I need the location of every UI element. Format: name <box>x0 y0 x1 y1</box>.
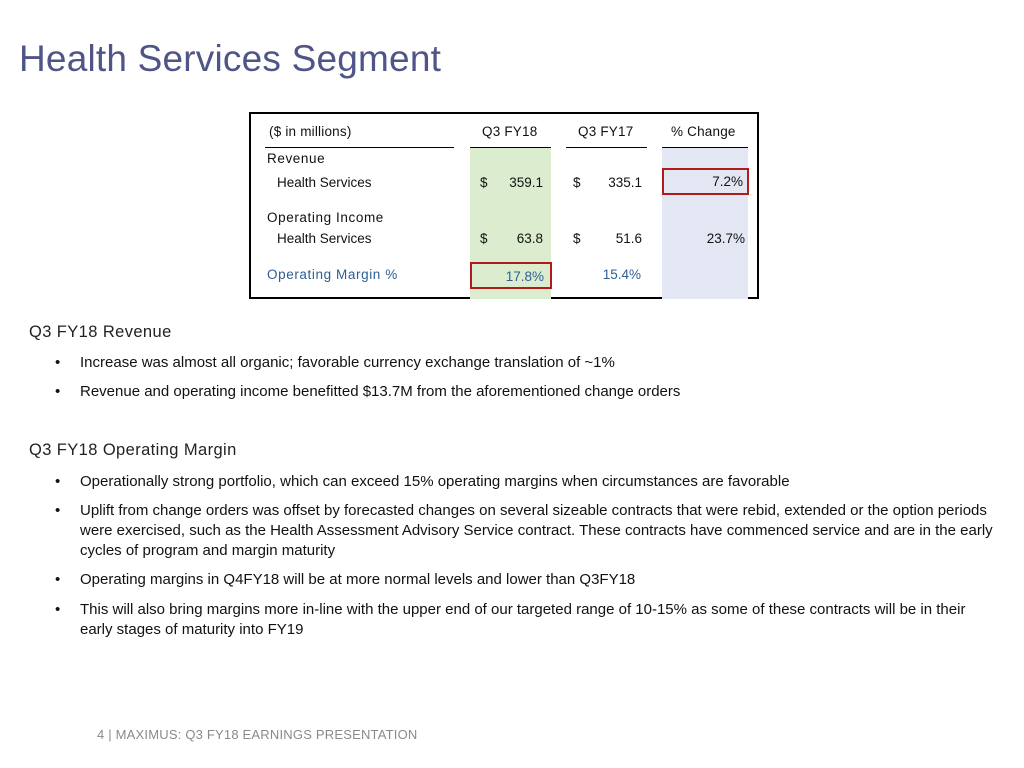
column-header-q3fy17: Q3 FY17 <box>578 124 634 139</box>
bullet-marker: • <box>55 601 61 618</box>
header-rule-q3fy18 <box>470 147 551 148</box>
column-header-change: % Change <box>671 124 736 139</box>
header-rule-change <box>662 147 748 148</box>
operating-income-row-label: Health Services <box>277 231 372 246</box>
operating-margin-q3fy17-value: 15.4% <box>602 267 641 282</box>
margin-bullet-4: This will also bring margins more in-lin… <box>80 601 966 638</box>
header-rule-label <box>265 147 454 148</box>
revenue-bullet-2: Revenue and operating income benefitted … <box>80 383 681 400</box>
bullet-marker: • <box>55 383 61 400</box>
section-heading-operating-margin: Q3 FY18 Operating Margin <box>29 441 237 459</box>
revenue-bullet-1: Increase was almost all organic; favorab… <box>80 354 615 371</box>
column-header-q3fy18: Q3 FY18 <box>482 124 538 139</box>
operating-income-section-label: Operating Income <box>267 210 384 225</box>
financial-table: ($ in millions) Q3 FY18 Q3 FY17 % Change… <box>249 112 759 299</box>
margin-bullet-3: Operating margins in Q4FY18 will be at m… <box>80 571 636 588</box>
operating-margin-label: Operating Margin % <box>267 267 398 282</box>
bullet-marker: • <box>55 571 61 588</box>
footer: 4 | MAXIMUS: Q3 FY18 EARNINGS PRESENTATI… <box>97 727 418 742</box>
bullet-marker: • <box>55 354 61 371</box>
bullet-marker: • <box>55 473 61 490</box>
revenue-row-label: Health Services <box>277 175 372 190</box>
operating-income-q3fy18-value: 63.8 <box>516 231 543 246</box>
revenue-q3fy18-value: 359.1 <box>509 175 543 190</box>
margin-bullet-2: Uplift from change orders was offset by … <box>80 502 993 559</box>
revenue-q3fy17-currency: $ <box>573 175 581 190</box>
operating-income-q3fy18-currency: $ <box>480 231 488 246</box>
units-label: ($ in millions) <box>269 124 352 139</box>
revenue-change-value: 7.2% <box>712 174 743 189</box>
section-heading-revenue: Q3 FY18 Revenue <box>29 323 172 341</box>
operating-income-change-value: 23.7% <box>706 231 745 246</box>
revenue-section-label: Revenue <box>267 151 326 166</box>
change-column-shading <box>662 147 748 299</box>
q3fy18-column-shading <box>470 147 551 299</box>
operating-margin-q3fy18-value: 17.8% <box>505 269 544 284</box>
page-title: Health Services Segment <box>19 38 442 79</box>
header-rule-q3fy17 <box>566 147 647 148</box>
bullet-marker: • <box>55 502 61 519</box>
revenue-change-highlight <box>662 168 749 195</box>
margin-bullet-1: Operationally strong portfolio, which ca… <box>80 473 790 490</box>
revenue-q3fy18-currency: $ <box>480 175 488 190</box>
revenue-q3fy17-value: 335.1 <box>608 175 642 190</box>
operating-income-q3fy17-value: 51.6 <box>615 231 642 246</box>
operating-income-q3fy17-currency: $ <box>573 231 581 246</box>
operating-margin-highlight <box>470 262 552 289</box>
